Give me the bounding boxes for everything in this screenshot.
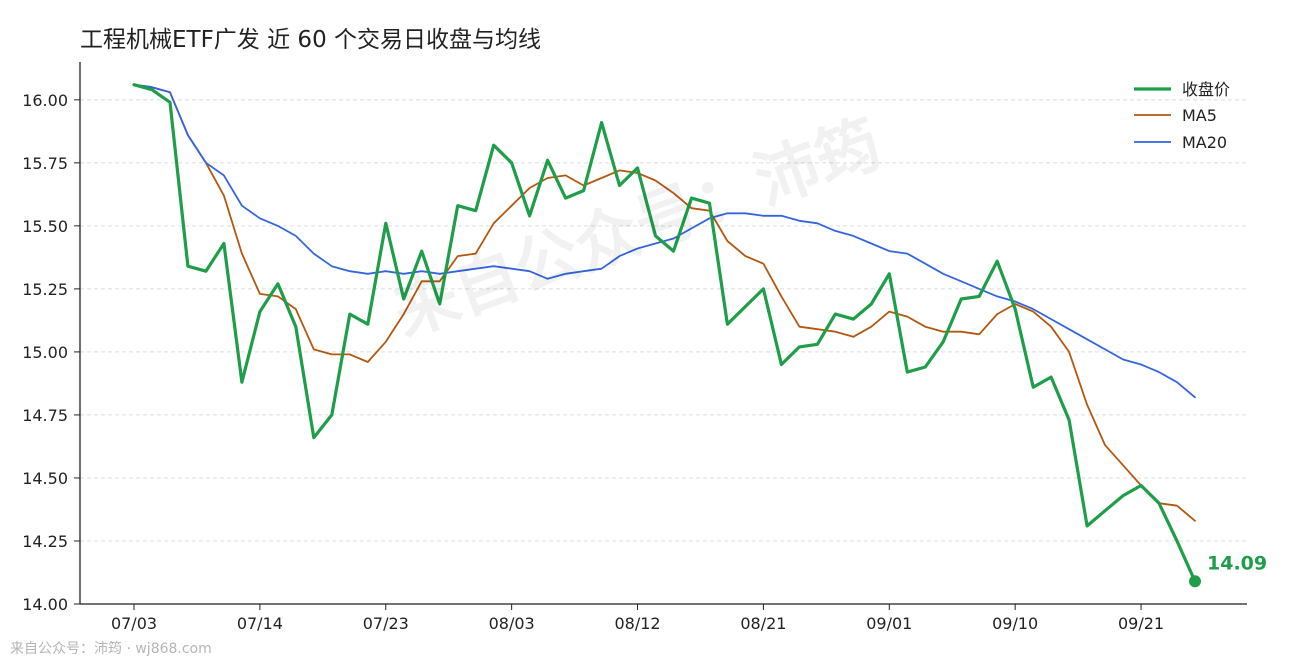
- x-tick-label: 07/14: [237, 614, 283, 633]
- y-tick-label: 15.50: [22, 217, 68, 236]
- legend-label: 收盘价: [1182, 80, 1230, 99]
- chart-title: 工程机械ETF广发 近 60 个交易日收盘与均线: [80, 27, 542, 53]
- x-tick-label: 07/23: [363, 614, 409, 633]
- x-tick-label: 08/12: [614, 614, 660, 633]
- y-tick-label: 15.00: [22, 343, 68, 362]
- axes: 14.00 14.25 14.50 14.75 15.00 15.25 15.50 15.75…: [22, 62, 1247, 633]
- legend-label: MA20: [1182, 133, 1227, 152]
- series-lines: [132, 83, 1197, 583]
- last-price-marker: [1189, 575, 1201, 588]
- x-tick-label: 09/21: [1118, 614, 1164, 633]
- ma5-line: [133, 83, 1196, 522]
- x-tick-label: 08/21: [740, 614, 786, 633]
- chart-labels: 14.09: [1189, 552, 1267, 588]
- x-tick-label: 09/10: [992, 614, 1038, 633]
- y-tick-label: 15.25: [22, 280, 68, 299]
- ma20-line: [133, 83, 1196, 399]
- close-price-line: [132, 83, 1197, 583]
- y-tick-label: 16.00: [22, 91, 68, 110]
- y-tick-label: 14.25: [22, 532, 68, 551]
- legend: 收盘价 MA5 MA20: [1134, 80, 1230, 152]
- footer-credit: 来自公众号：沛筠 · wj868.com: [10, 641, 212, 657]
- y-tick-label: 14.00: [22, 595, 68, 614]
- x-tick-label: 09/01: [866, 614, 912, 633]
- y-tick-label: 14.50: [22, 469, 68, 488]
- y-tick-label: 14.75: [22, 406, 68, 425]
- x-tick-label: 07/03: [111, 614, 157, 633]
- y-tick-label: 15.75: [22, 154, 68, 173]
- last-price-label: 14.09: [1207, 552, 1267, 574]
- x-tick-label: 08/03: [489, 614, 535, 633]
- legend-label: MA5: [1182, 106, 1217, 125]
